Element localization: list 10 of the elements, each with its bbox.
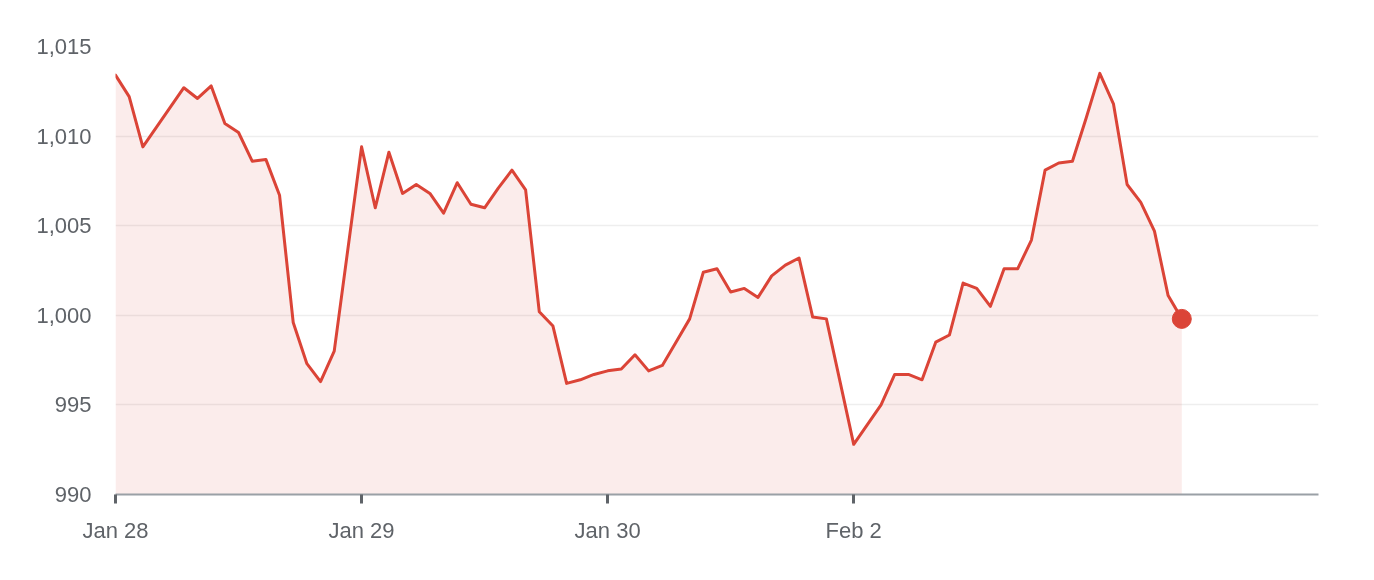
y-tick-label: 1,000 [36,302,92,328]
x-tick-label: Jan 29 [328,517,395,543]
x-tick-label: Feb 2 [825,517,882,543]
x-tick-label: Jan 30 [574,517,641,543]
y-tick-label: 1,005 [36,213,92,239]
x-tick-label: Jan 28 [82,517,149,543]
y-tick-label: 1,015 [36,34,92,59]
y-tick-label: 995 [54,392,92,418]
y-tick-label: 990 [54,482,92,507]
y-tick-label: 1,010 [36,123,92,149]
